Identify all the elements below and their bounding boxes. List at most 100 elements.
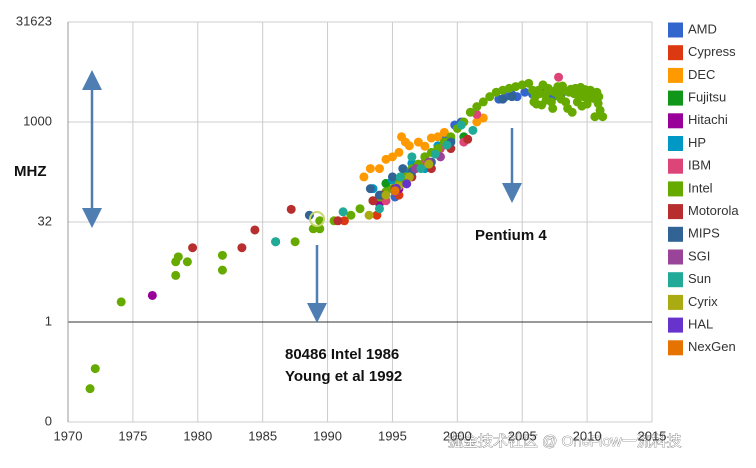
point (598, 112, 608, 122)
legend-label: Cyrix (688, 294, 718, 309)
point (364, 210, 374, 220)
point (524, 78, 534, 88)
x-tick-label: 1980 (183, 428, 212, 443)
point (564, 87, 574, 97)
point (424, 159, 434, 169)
point (217, 265, 227, 275)
point (339, 216, 349, 226)
legend-label: DEC (688, 67, 715, 82)
point (171, 270, 181, 280)
point (355, 204, 365, 214)
point (570, 83, 580, 93)
point (561, 97, 571, 107)
legend-swatch (668, 294, 683, 310)
point (387, 152, 397, 162)
point (574, 90, 584, 100)
point (541, 95, 551, 105)
point (217, 250, 227, 260)
legend-swatch (668, 340, 683, 356)
x-tick-label: 1985 (248, 428, 277, 443)
legend-swatch (668, 158, 683, 174)
legend-label: Intel (688, 180, 713, 195)
point (416, 164, 426, 174)
point (286, 204, 296, 214)
point (548, 103, 558, 113)
point (485, 92, 495, 102)
x-tick-label: 2005 (508, 428, 537, 443)
x-tick-label: 2000 (443, 428, 472, 443)
legend-swatch (668, 113, 683, 129)
legend-label: HP (688, 135, 706, 150)
points (85, 72, 608, 394)
legend-swatch (668, 226, 683, 242)
point (413, 137, 423, 147)
point (374, 190, 384, 200)
legend-label: IBM (688, 158, 711, 173)
legend-swatch (668, 90, 683, 106)
point (374, 164, 384, 174)
y-tick-label: 32 (38, 213, 52, 228)
x-tick-label: 1975 (118, 428, 147, 443)
point (538, 80, 548, 90)
legend-label: Hitachi (688, 112, 728, 127)
point (250, 225, 260, 235)
point (472, 102, 482, 112)
x-tick-label: 2010 (573, 428, 602, 443)
point (594, 92, 604, 102)
legend-label: MIPS (688, 226, 720, 241)
legend-swatch (668, 22, 683, 38)
annotation: 80486 Intel 1986 (285, 346, 399, 363)
point (402, 179, 412, 189)
x-tick-label: 1995 (378, 428, 407, 443)
point (593, 98, 603, 108)
point (365, 164, 375, 174)
x-tick-label: 1970 (54, 428, 83, 443)
legend-swatch (668, 272, 683, 288)
point (116, 297, 126, 307)
y-tick-label: 1000 (23, 113, 52, 128)
legend-swatch (668, 67, 683, 83)
point (188, 243, 198, 253)
y-tick-label: 0 (45, 413, 52, 428)
legend-swatch (668, 317, 683, 333)
point (590, 112, 600, 122)
grid (67, 21, 653, 423)
legend-label: Sun (688, 271, 711, 286)
point (430, 149, 440, 159)
y-tick-label: 31623 (16, 13, 52, 28)
legend-label: Motorola (688, 203, 739, 218)
point (381, 190, 391, 200)
point (587, 89, 597, 99)
legend-swatch (668, 249, 683, 265)
point (338, 207, 348, 217)
legend-label: NexGen (688, 339, 736, 354)
point (374, 204, 384, 214)
highlight-ring (309, 211, 325, 227)
point (90, 364, 100, 374)
point (507, 92, 517, 102)
point (173, 252, 183, 262)
legend-label: Cypress (688, 44, 736, 59)
point (465, 107, 475, 117)
point (567, 107, 577, 117)
point (271, 237, 281, 247)
point (498, 94, 508, 104)
point (544, 86, 554, 96)
point (554, 72, 564, 82)
point (554, 92, 564, 102)
point (442, 140, 452, 150)
y-tick-label: 1 (45, 313, 52, 328)
point (456, 120, 466, 130)
point (468, 125, 478, 135)
point (147, 290, 157, 300)
point (472, 117, 482, 127)
point (290, 237, 300, 247)
point (365, 184, 375, 194)
legend-swatch (668, 181, 683, 197)
point (390, 186, 400, 196)
point (478, 97, 488, 107)
point (557, 81, 567, 91)
watermark: 掘金技术社区 @ OneFlow一流科技 (448, 433, 682, 450)
point (420, 141, 430, 151)
